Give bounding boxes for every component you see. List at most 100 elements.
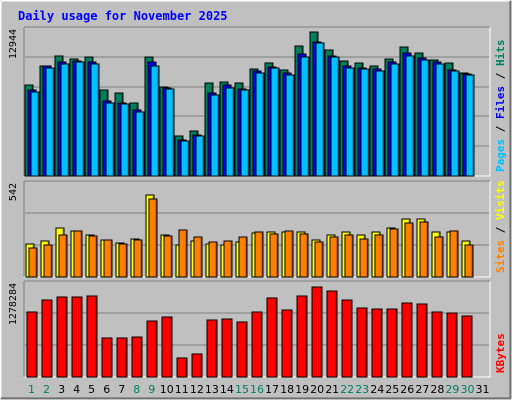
bar-body — [71, 296, 83, 378]
bar-body — [133, 239, 143, 278]
bar-body — [43, 244, 53, 278]
right-label-part: / — [494, 220, 507, 240]
y-tick-label: 542 — [8, 183, 19, 201]
x-tick-label: 10 — [160, 383, 174, 396]
bar-sites-day-17 — [269, 233, 279, 278]
bar-body — [88, 235, 98, 278]
x-tick-label: 19 — [295, 383, 309, 396]
bar-body — [311, 286, 323, 378]
bar-sites-day-10 — [163, 235, 173, 278]
bar-pages-day-5 — [90, 63, 100, 177]
x-tick-label: 21 — [325, 383, 339, 396]
bar-body — [176, 357, 188, 378]
bar-sites-day-30 — [464, 244, 474, 278]
x-tick-label: 5 — [88, 383, 95, 396]
x-tick-label: 15 — [235, 383, 249, 396]
bar-body — [60, 63, 70, 177]
bar-pages-day-29 — [450, 70, 460, 177]
x-tick-label: 14 — [220, 383, 234, 396]
x-tick-label: 4 — [73, 383, 80, 396]
right-label-part: Pages — [494, 139, 507, 172]
bar-body — [73, 230, 83, 278]
bar-pages-day-25 — [390, 63, 400, 177]
bar-body — [150, 65, 160, 177]
bar-pages-day-26 — [405, 55, 415, 177]
bar-kbytes-day-4 — [71, 296, 83, 378]
bar-body — [449, 230, 459, 278]
bar-sites-day-1 — [28, 247, 38, 278]
bar-pages-day-21 — [330, 56, 340, 177]
bar-pages-day-1 — [30, 91, 40, 177]
bar-sites-day-19 — [299, 233, 309, 278]
bar-body — [210, 94, 220, 177]
bar-kbytes-day-5 — [86, 295, 98, 378]
bar-pages-day-20 — [315, 42, 325, 177]
bar-body — [419, 221, 429, 278]
bar-pages-day-7 — [120, 103, 130, 177]
bar-pages-day-28 — [435, 63, 445, 177]
bar-kbytes-day-18 — [281, 309, 293, 378]
right-label-part: Hits — [494, 40, 507, 67]
x-tick-label: 8 — [133, 383, 140, 396]
bar-pages-day-8 — [135, 111, 145, 177]
right-axis-label: KBytes — [494, 333, 507, 373]
bar-body — [28, 247, 38, 278]
bar-body — [240, 89, 250, 177]
bar-sites-day-25 — [389, 228, 399, 278]
bar-kbytes-day-24 — [371, 308, 383, 378]
bar-kbytes-day-16 — [251, 311, 263, 378]
bar-body — [163, 235, 173, 278]
x-tick-label: 16 — [250, 383, 264, 396]
bar-kbytes-day-26 — [401, 302, 413, 378]
bar-sites-day-6 — [103, 239, 113, 278]
bar-sites-day-12 — [193, 236, 203, 278]
bar-kbytes-day-7 — [116, 337, 128, 378]
bar-pages-day-18 — [285, 74, 295, 177]
bar-body — [435, 63, 445, 177]
bar-kbytes-day-8 — [131, 336, 143, 378]
bar-kbytes-day-10 — [161, 316, 173, 378]
bar-sites-day-26 — [404, 222, 414, 278]
bar-body — [431, 311, 443, 378]
bar-body — [315, 42, 325, 177]
right-label-part: Visits — [494, 180, 507, 220]
bar-sites-day-29 — [449, 230, 459, 278]
x-tick-label: 13 — [205, 383, 219, 396]
x-tick-label: 24 — [370, 383, 384, 396]
right-axis-label: Sites / Visits — [494, 180, 507, 273]
bar-pages-day-6 — [105, 102, 115, 177]
bar-body — [359, 238, 369, 278]
bar-body — [296, 295, 308, 378]
bar-body — [251, 311, 263, 378]
bar-body — [420, 59, 430, 177]
bar-pages-day-14 — [225, 87, 235, 177]
bar-body — [90, 63, 100, 177]
bar-body — [26, 311, 38, 378]
bar-kbytes-day-1 — [26, 311, 38, 378]
x-tick-label: 25 — [385, 383, 399, 396]
panel-hits-files-pages: 12944 Pages / Files / Hits — [8, 26, 507, 177]
bar-kbytes-day-20 — [311, 286, 323, 378]
bar-sites-day-4 — [73, 230, 83, 278]
bar-pages-day-27 — [420, 59, 430, 177]
bar-sites-day-11 — [178, 229, 188, 278]
bar-sites-day-5 — [88, 235, 98, 278]
bar-body — [254, 231, 264, 278]
right-label-part: / — [494, 119, 507, 139]
bar-body — [375, 70, 385, 177]
panel-kbytes: 1278284 KBytes — [8, 280, 507, 378]
bar-pages-day-13 — [210, 94, 220, 177]
bar-body — [314, 241, 324, 278]
bar-body — [225, 87, 235, 177]
bar-body — [193, 236, 203, 278]
bar-kbytes-day-3 — [56, 296, 68, 378]
bar-kbytes-day-28 — [431, 311, 443, 378]
bar-sites-day-23 — [359, 238, 369, 278]
bar-body — [195, 135, 205, 177]
bar-body — [270, 67, 280, 177]
bar-pages-day-12 — [195, 135, 205, 177]
right-label-part: Files — [494, 86, 507, 119]
x-tick-label: 2 — [43, 383, 50, 396]
bar-sites-day-16 — [254, 231, 264, 278]
